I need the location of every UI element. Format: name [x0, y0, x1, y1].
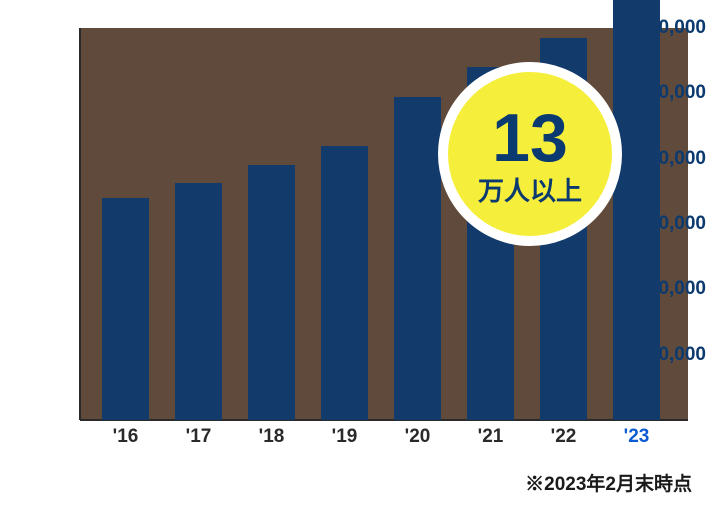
x-tick-label: '19 — [332, 426, 358, 448]
x-tick-label: '16 — [113, 426, 139, 448]
bar — [248, 165, 295, 420]
bar — [613, 0, 660, 420]
x-tick-label: '17 — [186, 426, 212, 448]
callout-badge: 13 万人以上 — [438, 62, 622, 246]
x-tick-label: '20 — [405, 426, 431, 448]
x-tick-label: '18 — [259, 426, 285, 448]
badge-text: 万人以上 — [478, 178, 582, 204]
bar — [175, 183, 222, 420]
x-tick-label: '23 — [624, 426, 650, 448]
footnote-text: ※2023年2月末時点 — [525, 469, 692, 496]
bar — [394, 97, 441, 420]
x-tick-labels: '16 '17 '18 '19 '20 '21 '22 '23 — [80, 426, 688, 456]
bar — [321, 146, 368, 420]
bar — [102, 198, 149, 420]
x-tick-label: '21 — [478, 426, 504, 448]
badge-number: 13 — [492, 104, 568, 172]
x-tick-label: '22 — [551, 426, 577, 448]
bar-chart: 20,00040,00060,00080,000100,000120,000 '… — [0, 0, 706, 455]
